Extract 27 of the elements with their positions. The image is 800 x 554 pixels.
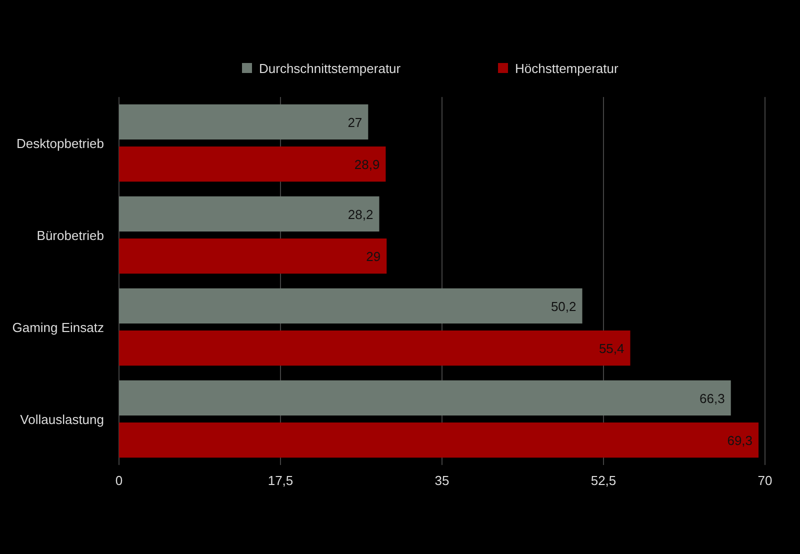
legend-label: Höchsttemperatur	[515, 61, 619, 76]
bar	[119, 330, 630, 366]
bar	[119, 146, 386, 182]
y-tick-label: Vollauslastung	[20, 412, 104, 427]
legend-label: Durchschnittstemperatur	[259, 61, 402, 76]
bar	[119, 104, 368, 140]
bar	[119, 196, 380, 232]
bar	[119, 288, 582, 324]
data-label: 29	[366, 249, 381, 264]
data-label: 55,4	[598, 341, 624, 356]
x-tick-label: 0	[115, 473, 123, 488]
x-tick-label: 35	[434, 473, 450, 488]
data-label: 69,3	[727, 433, 753, 448]
data-label: 27	[348, 114, 362, 130]
x-tick-label: 52,5	[590, 473, 616, 488]
data-label: 50,2	[550, 298, 576, 314]
bar	[119, 422, 759, 458]
y-tick-label: Gaming Einsatz	[12, 320, 104, 335]
x-tick-label: 17,5	[268, 473, 294, 488]
x-tick-label: 70	[758, 473, 772, 488]
data-label: 28,2	[348, 206, 374, 222]
y-tick-label: Bürobetrieb	[36, 228, 104, 243]
bar	[119, 238, 387, 274]
bar	[119, 380, 731, 416]
y-tick-label: Desktopbetrieb	[16, 136, 104, 151]
data-label: 28,9	[354, 157, 380, 172]
data-label: 66,3	[700, 390, 725, 406]
